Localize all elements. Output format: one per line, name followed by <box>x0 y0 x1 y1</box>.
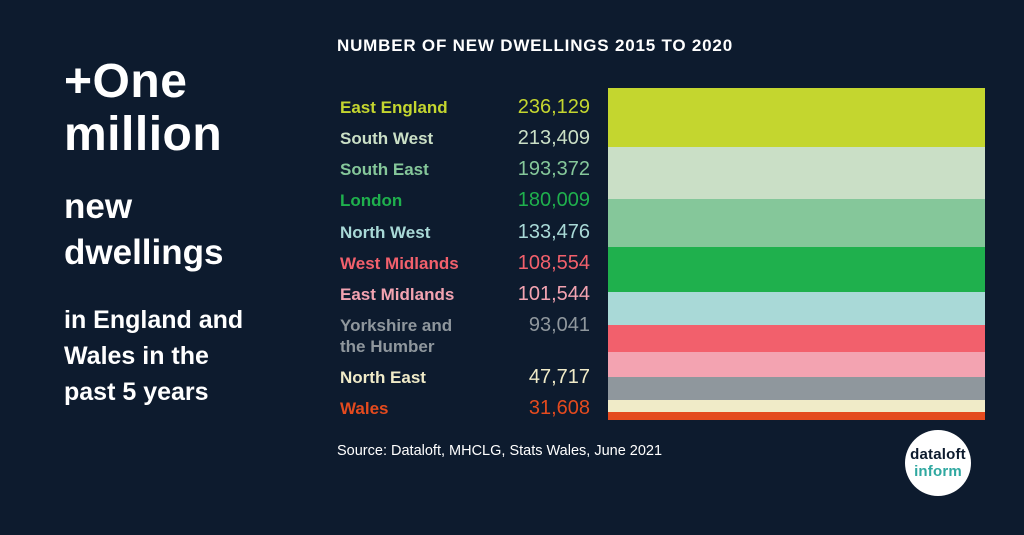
region-row: Wales 31,608 <box>340 397 590 420</box>
stacked-bar <box>608 88 985 421</box>
region-label: East England <box>340 98 448 117</box>
source-note: Source: Dataloft, MHCLG, Stats Wales, Ju… <box>337 443 663 459</box>
logo-text-inform: inform <box>914 463 962 480</box>
region-label: South West <box>340 129 434 149</box>
logo-text-dataloft: dataloft <box>910 445 966 463</box>
stack-segment <box>608 400 985 413</box>
stack-segment <box>608 88 985 147</box>
region-row: London 180,009 <box>340 189 590 212</box>
chart-title: NUMBER OF NEW DWELLINGS 2015 TO 2020 <box>337 36 733 55</box>
region-label: Wales <box>340 398 389 418</box>
region-row: Yorkshire and the Humber 93,041 <box>340 314 590 358</box>
region-label: Yorkshire and the Humber <box>340 316 453 357</box>
region-row: North East 47,717 <box>340 366 590 389</box>
region-value: 47,717 <box>528 365 590 388</box>
region-value: 236,129 <box>517 96 590 118</box>
region-label: North West <box>340 222 431 242</box>
region-value: 31,608 <box>528 396 590 419</box>
headline-subtitle: in England and Wales in the past 5 years <box>64 305 244 406</box>
headline-block: +One million new dwellings in England an… <box>64 55 244 410</box>
stack-segment <box>608 247 985 293</box>
region-value: 108,554 <box>517 251 590 274</box>
region-label: North East <box>340 367 426 387</box>
region-value: 213,409 <box>517 127 590 150</box>
region-value: 193,372 <box>517 158 590 181</box>
region-row: East Midlands 101,544 <box>340 283 590 306</box>
headline-one-million: +One million <box>64 55 223 161</box>
region-row: East England 236,129 <box>340 96 590 119</box>
stack-segment <box>608 292 985 326</box>
region-label: South East <box>340 160 429 180</box>
stack-segment <box>608 377 985 401</box>
region-list: East England 236,129 South West 213,409 Sout… <box>340 96 590 420</box>
stack-segment <box>608 325 985 353</box>
region-row: West Midlands 108,554 <box>340 252 590 275</box>
region-label: East Midlands <box>340 284 455 304</box>
dataloft-inform-logo: dataloft inform <box>905 430 971 496</box>
headline-new-dwellings: new dwellings <box>64 186 224 272</box>
region-row: South West 213,409 <box>340 127 590 150</box>
region-value: 133,476 <box>517 220 590 243</box>
stack-segment <box>608 199 985 248</box>
stack-segment <box>608 412 985 421</box>
region-value: 180,009 <box>517 189 590 212</box>
region-value: 93,041 <box>528 314 590 337</box>
stack-segment <box>608 146 985 200</box>
region-row: South East 193,372 <box>340 158 590 181</box>
region-label: West Midlands <box>340 253 459 273</box>
region-row: North West 133,476 <box>340 221 590 244</box>
region-value: 101,544 <box>517 282 590 305</box>
stack-segment <box>608 352 985 378</box>
region-label: London <box>340 191 403 211</box>
